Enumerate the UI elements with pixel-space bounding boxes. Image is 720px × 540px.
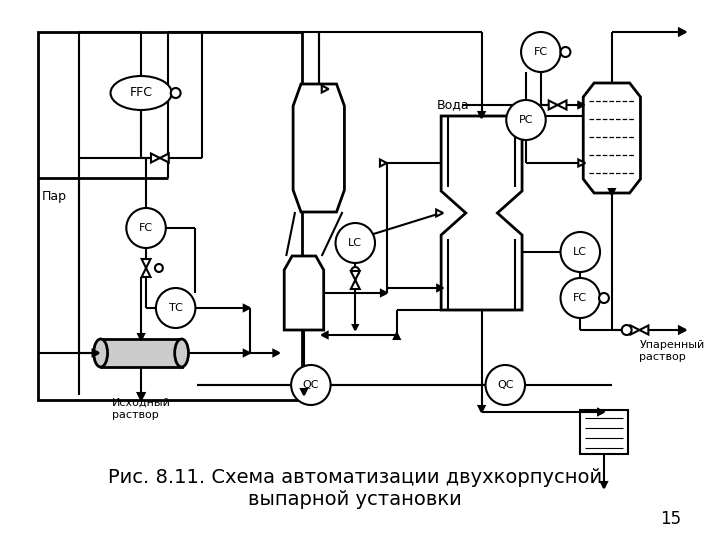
Bar xyxy=(37,32,302,400)
Circle shape xyxy=(351,267,359,275)
Polygon shape xyxy=(142,259,150,277)
Polygon shape xyxy=(301,389,307,395)
Text: TC: TC xyxy=(168,303,183,313)
Polygon shape xyxy=(274,350,279,356)
Circle shape xyxy=(622,325,631,335)
Text: Пар: Пар xyxy=(42,190,66,203)
Text: Рис. 8.11. Схема автоматизации двухкорпусной
выпарной установки: Рис. 8.11. Схема автоматизации двухкорпу… xyxy=(108,468,603,509)
Polygon shape xyxy=(380,159,387,166)
Circle shape xyxy=(171,88,181,98)
Polygon shape xyxy=(578,159,585,166)
Polygon shape xyxy=(322,332,328,338)
Polygon shape xyxy=(244,350,250,356)
Text: Вода: Вода xyxy=(437,98,470,111)
Polygon shape xyxy=(381,290,387,296)
Polygon shape xyxy=(138,393,145,400)
Text: FC: FC xyxy=(573,293,588,303)
Polygon shape xyxy=(441,116,522,310)
Circle shape xyxy=(521,32,561,72)
Ellipse shape xyxy=(111,76,171,110)
Text: Упаренный
раствор: Упаренный раствор xyxy=(639,340,705,362)
Polygon shape xyxy=(293,84,344,212)
Polygon shape xyxy=(578,102,584,108)
Polygon shape xyxy=(322,85,328,92)
Text: 15: 15 xyxy=(660,510,681,528)
Bar xyxy=(580,410,628,454)
Polygon shape xyxy=(437,285,443,291)
Circle shape xyxy=(561,232,600,272)
Text: QC: QC xyxy=(497,380,513,390)
Circle shape xyxy=(485,365,525,405)
Polygon shape xyxy=(351,271,360,289)
Polygon shape xyxy=(93,350,99,356)
Polygon shape xyxy=(601,482,607,488)
Polygon shape xyxy=(609,189,615,195)
Circle shape xyxy=(336,223,375,263)
Text: LC: LC xyxy=(573,247,588,257)
Polygon shape xyxy=(549,100,567,110)
Text: Исходный
раствор: Исходный раствор xyxy=(112,398,171,420)
Polygon shape xyxy=(353,325,358,330)
Polygon shape xyxy=(151,153,168,163)
Circle shape xyxy=(506,100,546,140)
Text: FC: FC xyxy=(139,223,153,233)
Polygon shape xyxy=(479,112,485,118)
Text: PC: PC xyxy=(518,115,534,125)
Polygon shape xyxy=(598,409,604,415)
Polygon shape xyxy=(394,333,400,339)
Polygon shape xyxy=(138,334,144,340)
Ellipse shape xyxy=(94,339,107,367)
Polygon shape xyxy=(244,305,250,311)
Polygon shape xyxy=(93,350,99,356)
Polygon shape xyxy=(679,29,686,36)
Circle shape xyxy=(126,208,166,248)
Circle shape xyxy=(291,365,330,405)
Polygon shape xyxy=(479,406,485,412)
Circle shape xyxy=(156,288,195,328)
Circle shape xyxy=(561,47,570,57)
Polygon shape xyxy=(284,256,324,330)
Text: FC: FC xyxy=(534,47,548,57)
Text: LC: LC xyxy=(348,238,362,248)
Ellipse shape xyxy=(175,339,189,367)
Text: FFC: FFC xyxy=(130,86,153,99)
Circle shape xyxy=(561,278,600,318)
Bar xyxy=(101,339,181,367)
Circle shape xyxy=(599,293,609,303)
Polygon shape xyxy=(583,83,641,193)
Circle shape xyxy=(155,264,163,272)
Polygon shape xyxy=(436,210,443,217)
Polygon shape xyxy=(679,327,686,334)
Polygon shape xyxy=(631,326,649,334)
Text: QC: QC xyxy=(302,380,319,390)
